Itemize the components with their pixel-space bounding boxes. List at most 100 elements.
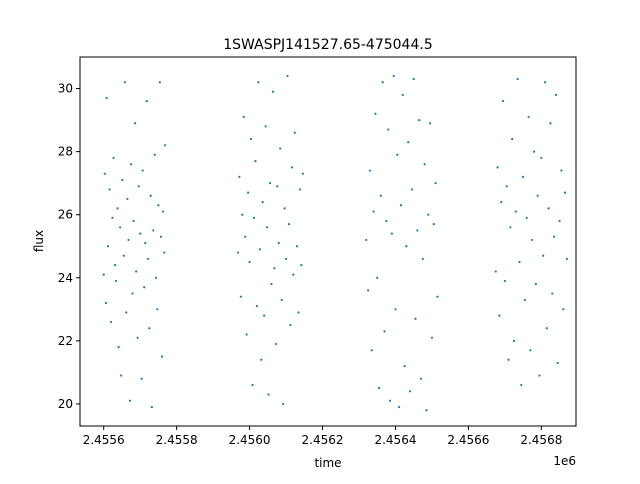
data-point xyxy=(534,282,537,286)
data-point xyxy=(520,383,523,387)
data-point xyxy=(135,270,138,273)
y-tick-label: 30 xyxy=(58,82,73,96)
data-point xyxy=(542,254,545,257)
data-point xyxy=(381,81,384,84)
data-point xyxy=(289,323,292,327)
data-point xyxy=(403,364,406,368)
data-point xyxy=(407,141,410,144)
data-point xyxy=(249,137,253,141)
data-point xyxy=(529,349,532,352)
data-point xyxy=(126,197,129,201)
data-point xyxy=(423,163,426,166)
data-point xyxy=(563,191,567,194)
data-point xyxy=(518,260,521,264)
data-point xyxy=(125,311,128,314)
x-tick-label: 2.4568 xyxy=(520,433,562,447)
plot-area-frame xyxy=(79,56,577,427)
data-point xyxy=(282,402,285,406)
data-point xyxy=(150,405,153,409)
data-point xyxy=(301,172,304,175)
data-point xyxy=(543,81,547,84)
data-point xyxy=(117,346,120,349)
data-point xyxy=(127,238,130,242)
data-point xyxy=(261,200,264,204)
data-point xyxy=(104,301,107,305)
data-point xyxy=(387,128,390,131)
data-point xyxy=(263,314,266,317)
data-point xyxy=(159,235,163,238)
data-point xyxy=(509,226,512,229)
data-point xyxy=(140,377,143,380)
data-point xyxy=(163,251,166,254)
data-point xyxy=(120,374,123,377)
data-point xyxy=(522,175,525,178)
data-point xyxy=(295,245,299,248)
data-point xyxy=(113,264,117,267)
data-point xyxy=(149,194,152,197)
y-axis-label: flux xyxy=(32,230,46,252)
chart-title: 1SWASPJ141527.65-475044.5 xyxy=(223,37,432,53)
data-point xyxy=(377,387,381,390)
data-point xyxy=(500,200,503,204)
x-tick-label: 2.4556 xyxy=(83,433,125,447)
data-point xyxy=(554,93,558,96)
data-point xyxy=(271,90,275,93)
data-point xyxy=(507,358,510,361)
data-point xyxy=(286,74,289,78)
data-point xyxy=(156,308,159,311)
data-point xyxy=(425,409,428,412)
data-point xyxy=(247,191,250,194)
data-point xyxy=(553,235,556,238)
data-point xyxy=(147,257,150,260)
data-point xyxy=(141,169,144,172)
data-point xyxy=(501,100,505,103)
data-point xyxy=(254,159,257,163)
data-point xyxy=(498,314,501,317)
data-point xyxy=(153,153,156,156)
data-point xyxy=(379,194,382,197)
data-point xyxy=(540,156,543,160)
data-point xyxy=(551,292,554,295)
data-point xyxy=(284,257,288,260)
data-point xyxy=(494,270,497,273)
data-point xyxy=(119,226,122,229)
data-point xyxy=(283,207,286,210)
data-point xyxy=(121,178,124,182)
data-point xyxy=(137,185,140,188)
data-point xyxy=(370,349,373,352)
data-point xyxy=(241,213,244,216)
data-point xyxy=(536,194,539,197)
data-point xyxy=(558,219,561,223)
data-point xyxy=(399,204,403,207)
data-point xyxy=(505,185,508,188)
data-point xyxy=(255,305,258,308)
data-point xyxy=(418,118,421,122)
data-point xyxy=(300,264,303,267)
data-point xyxy=(292,273,295,276)
x-axis-ticks: 2.4556 2.4558 2.4560 2.4562 2.4564 2.4566 2.45… xyxy=(83,426,562,447)
data-point xyxy=(268,182,272,185)
data-point xyxy=(122,254,125,257)
data-point xyxy=(385,219,388,223)
x-tick-label: 2.4558 xyxy=(156,433,198,447)
data-point xyxy=(525,216,528,219)
data-point xyxy=(430,336,434,339)
data-point xyxy=(293,131,296,134)
data-point xyxy=(132,219,135,223)
data-point xyxy=(131,292,134,295)
data-point xyxy=(111,216,114,219)
y-tick-label: 28 xyxy=(58,145,73,159)
data-point xyxy=(531,238,534,242)
data-point xyxy=(511,137,514,141)
data-point xyxy=(280,298,283,301)
data-point xyxy=(279,147,282,150)
data-point xyxy=(160,355,164,358)
data-point xyxy=(148,327,151,330)
data-point xyxy=(277,241,280,245)
data-point xyxy=(252,216,256,219)
x-tick-label: 2.4566 xyxy=(447,433,489,447)
data-point xyxy=(298,188,302,191)
y-tick-label: 26 xyxy=(58,208,73,222)
x-axis-label: time xyxy=(314,456,341,470)
data-point xyxy=(408,390,412,393)
